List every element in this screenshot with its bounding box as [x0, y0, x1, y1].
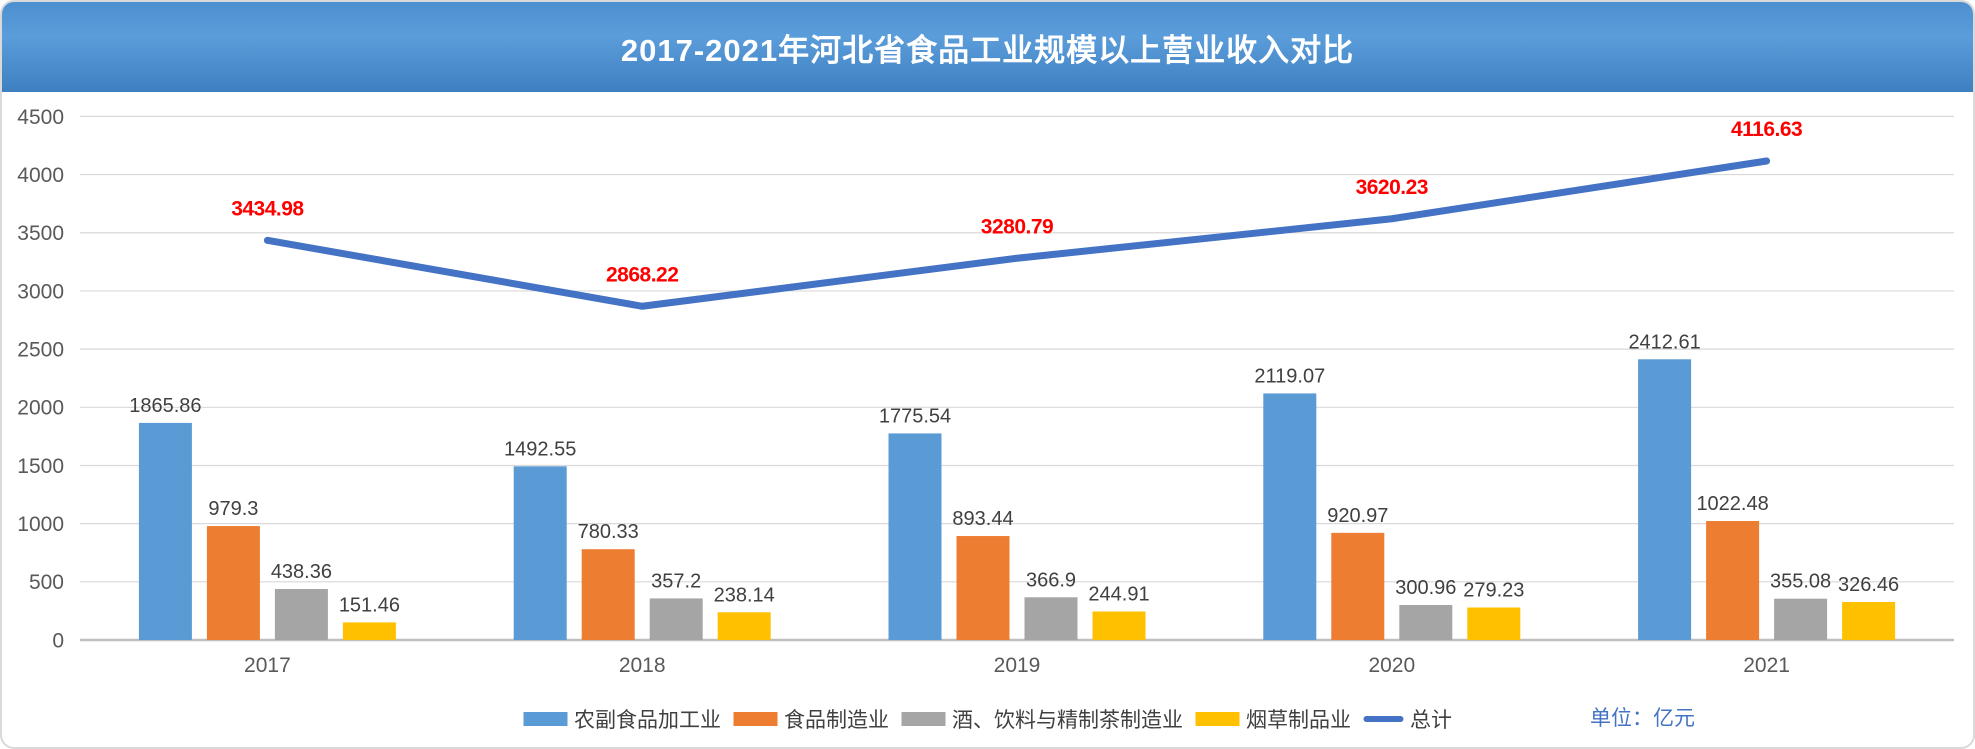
y-tick-500: 500 — [29, 571, 64, 594]
y-tick-3000: 3000 — [17, 280, 64, 303]
y-tick-2000: 2000 — [17, 397, 64, 420]
total-line-label-2019: 3280.79 — [981, 215, 1053, 238]
legend-bar-swatch — [733, 712, 777, 726]
bar-酒、饮料与精制茶制造业-2018 — [649, 598, 703, 640]
y-tick-1500: 1500 — [17, 455, 64, 478]
bar-label-酒、饮料与精制茶制造业-2018: 357.2 — [651, 570, 701, 592]
bar-食品制造业-2021 — [1706, 521, 1760, 640]
legend-line-swatch — [1363, 716, 1403, 722]
bar-label-酒、饮料与精制茶制造业-2017: 438.36 — [271, 561, 332, 583]
bar-食品制造业-2018 — [581, 549, 635, 640]
bar-烟草制品业-2020 — [1467, 607, 1521, 640]
legend-label-食品制造业: 食品制造业 — [784, 709, 889, 732]
legend-bar-swatch — [1195, 712, 1239, 726]
y-tick-1000: 1000 — [17, 513, 64, 536]
bar-烟草制品业-2017 — [342, 622, 396, 640]
bar-食品制造业-2020 — [1331, 532, 1385, 640]
x-tick-2020: 2020 — [1368, 654, 1415, 677]
bar-农副食品加工业-2017 — [138, 422, 192, 640]
bar-label-农副食品加工业-2018: 1492.55 — [504, 438, 576, 460]
legend-item-农副食品加工业: 农副食品加工业 — [523, 704, 721, 734]
legend-item-酒、饮料与精制茶制造业: 酒、饮料与精制茶制造业 — [901, 704, 1183, 734]
bar-酒、饮料与精制茶制造业-2020 — [1399, 604, 1453, 640]
bar-食品制造业-2019 — [956, 536, 1010, 640]
total-line-label-2021: 4116.63 — [1731, 118, 1802, 141]
bar-烟草制品业-2018 — [717, 612, 771, 640]
x-tick-2017: 2017 — [244, 654, 291, 677]
total-line-label-2017: 3434.98 — [231, 197, 304, 220]
bar-label-农副食品加工业-2020: 2119.07 — [1254, 365, 1325, 387]
y-tick-0: 0 — [52, 629, 64, 652]
y-tick-4500: 4500 — [17, 106, 64, 129]
legend-item-总计: 总计 — [1363, 704, 1452, 734]
bar-label-农副食品加工业-2021: 2412.61 — [1628, 331, 1700, 353]
bar-label-烟草制品业-2017: 151.46 — [339, 594, 400, 616]
y-tick-3500: 3500 — [17, 222, 64, 245]
total-line-label-2018: 2868.22 — [606, 263, 678, 286]
y-tick-4000: 4000 — [17, 164, 64, 187]
y-tick-2500: 2500 — [17, 338, 64, 361]
legend-label-烟草制品业: 烟草制品业 — [1246, 709, 1351, 732]
legend-label-酒、饮料与精制茶制造业: 酒、饮料与精制茶制造业 — [952, 709, 1183, 732]
bar-label-烟草制品业-2018: 238.14 — [714, 584, 775, 606]
bar-农副食品加工业-2020 — [1263, 393, 1317, 640]
bar-label-烟草制品业-2019: 244.91 — [1088, 584, 1149, 606]
bar-label-农副食品加工业-2019: 1775.54 — [879, 405, 951, 427]
bar-酒、饮料与精制茶制造业-2021 — [1774, 598, 1828, 640]
unit-label: 单位：亿元 — [1590, 707, 1695, 730]
chart-title-bar: 2017-2021年河北省食品工业规模以上营业收入对比 — [2, 2, 1973, 92]
legend-label-总计: 总计 — [1410, 709, 1452, 732]
bar-label-农副食品加工业-2017: 1865.86 — [129, 395, 201, 417]
legend-item-烟草制品业: 烟草制品业 — [1195, 704, 1351, 734]
legend-label-农副食品加工业: 农副食品加工业 — [574, 709, 721, 732]
total-line-label-2020: 3620.23 — [1356, 176, 1428, 199]
bar-酒、饮料与精制茶制造业-2017 — [274, 588, 328, 640]
bar-农副食品加工业-2019 — [888, 433, 942, 640]
bar-label-食品制造业-2017: 979.3 — [208, 498, 258, 520]
legend-bar-swatch — [901, 712, 945, 726]
x-tick-2021: 2021 — [1743, 654, 1790, 677]
legend-item-食品制造业: 食品制造业 — [733, 704, 889, 734]
total-line — [263, 157, 1771, 310]
legend-bar-swatch — [523, 712, 567, 726]
bar-label-食品制造业-2020: 920.97 — [1327, 505, 1388, 527]
bar-食品制造业-2017 — [206, 526, 260, 640]
bar-label-烟草制品业-2021: 326.46 — [1838, 574, 1899, 596]
bar-农副食品加工业-2018 — [513, 466, 567, 640]
bar-label-烟草制品业-2020: 279.23 — [1463, 580, 1524, 602]
bar-label-酒、饮料与精制茶制造业-2019: 366.9 — [1026, 569, 1076, 591]
bar-label-酒、饮料与精制茶制造业-2020: 300.96 — [1395, 577, 1456, 599]
bar-烟草制品业-2019 — [1092, 611, 1146, 640]
x-tick-2019: 2019 — [994, 654, 1041, 677]
chart-legend: 农副食品加工业 食品制造业 酒、饮料与精制茶制造业 烟草制品业 总计 — [523, 704, 1452, 734]
x-tick-2018: 2018 — [619, 654, 666, 677]
bar-烟草制品业-2021 — [1842, 602, 1896, 640]
chart-title: 2017-2021年河北省食品工业规模以上营业收入对比 — [620, 32, 1355, 68]
bar-label-食品制造业-2018: 780.33 — [578, 521, 639, 543]
bar-label-食品制造业-2019: 893.44 — [952, 508, 1013, 530]
bar-酒、饮料与精制茶制造业-2019 — [1024, 597, 1078, 640]
bar-label-酒、饮料与精制茶制造业-2021: 355.08 — [1770, 571, 1831, 593]
bar-农副食品加工业-2021 — [1638, 359, 1692, 640]
bar-label-食品制造业-2021: 1022.48 — [1696, 493, 1768, 515]
